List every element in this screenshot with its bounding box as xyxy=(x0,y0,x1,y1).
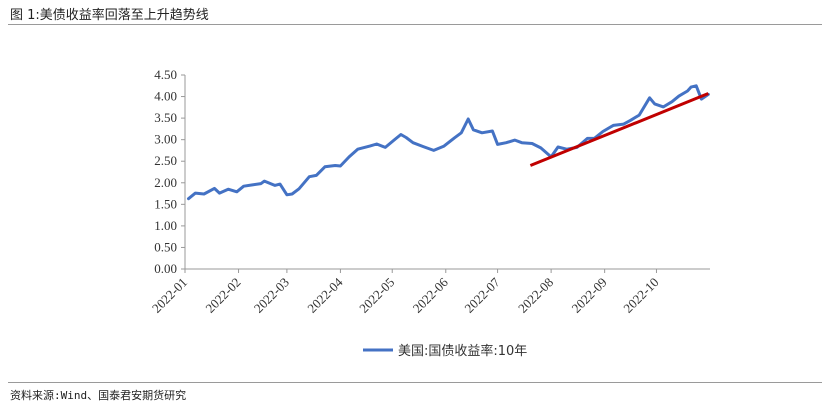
bottom-rule xyxy=(8,382,822,383)
x-tick-label: 2022-04 xyxy=(304,274,346,316)
y-tick-label: 3.00 xyxy=(154,132,177,147)
x-tick-label: 2022-03 xyxy=(251,275,292,316)
x-tick-label: 2022-08 xyxy=(515,275,556,316)
y-tick-label: 4.50 xyxy=(154,67,177,82)
figure-title: 图 1:美债收益率回落至上升趋势线 xyxy=(10,8,209,23)
x-tick-label: 2022-06 xyxy=(410,274,452,316)
y-tick-label: 3.50 xyxy=(154,110,177,125)
y-tick-label: 4.00 xyxy=(154,89,177,104)
x-tick-label: 2022-10 xyxy=(620,275,661,316)
plot-area xyxy=(187,84,710,201)
y-tick-label: 0.00 xyxy=(154,261,177,276)
y-tick-label: 2.00 xyxy=(154,175,177,190)
trend-line xyxy=(529,92,709,167)
source-note: 资料来源:Wind、国泰君安期货研究 xyxy=(10,389,187,402)
x-tick-label: 2022-07 xyxy=(461,274,503,316)
y-tick-label: 2.50 xyxy=(154,153,177,168)
y-tick-label: 1.50 xyxy=(154,196,177,211)
series-line xyxy=(187,84,710,201)
y-tick-label: 0.50 xyxy=(154,239,177,254)
y-axis: 4.50 4.00 3.50 3.00 2.50 2.00 1.50 1.00 0.50 0.00 xyxy=(154,67,186,276)
legend: 美国:国债收益率:10年 xyxy=(363,343,527,359)
line-chart: 4.50 4.00 3.50 3.00 2.50 2.00 1.50 1.00 0.50 0.00… xyxy=(149,67,710,359)
x-axis: 2022-01 2022-02 2022-03 2022-04 2022-05 2022-… xyxy=(149,268,710,316)
top-rule xyxy=(8,24,822,25)
legend-label: 美国:国债收益率:10年 xyxy=(398,343,527,359)
x-tick-label: 2022-05 xyxy=(356,275,397,316)
x-tick-label: 2022-09 xyxy=(569,275,610,316)
x-tick-label: 2022-02 xyxy=(202,275,243,316)
y-tick-label: 1.00 xyxy=(154,218,177,233)
x-tick-label: 2022-01 xyxy=(149,275,190,316)
